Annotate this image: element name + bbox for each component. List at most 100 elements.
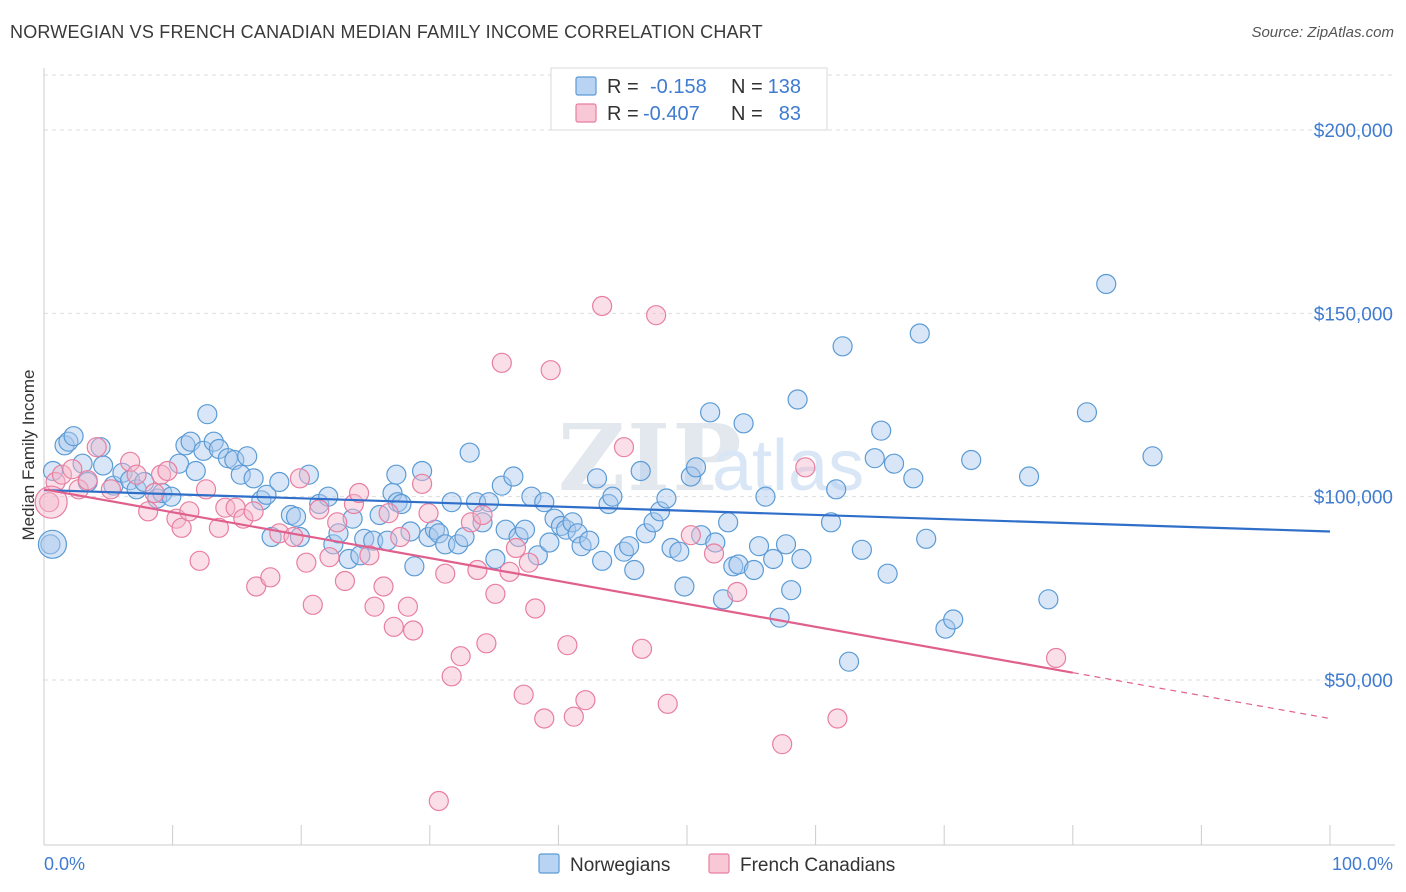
data-point <box>755 486 776 507</box>
data-point <box>680 525 701 546</box>
tick-labels: $50,000 $100,000 $150,000 $200,000 0.0% 100.0… <box>44 121 1393 874</box>
data-point <box>657 693 678 714</box>
data-point <box>386 464 407 485</box>
data-point <box>656 488 677 509</box>
data-point <box>1045 647 1067 669</box>
data-point <box>619 536 640 557</box>
y-tick-label: $50,000 <box>1324 671 1393 692</box>
data-point <box>909 323 930 344</box>
series-legend: Norwegians French Canadians <box>538 853 895 876</box>
data-point <box>157 460 178 482</box>
data-point <box>411 473 433 494</box>
data-point <box>705 532 726 553</box>
data-point <box>1096 273 1117 295</box>
data-point <box>243 468 264 489</box>
y-tick-label: $200,000 <box>1314 121 1393 142</box>
data-point <box>883 453 905 474</box>
x-tick-label-start: 0.0% <box>44 854 85 874</box>
data-point <box>787 389 808 410</box>
data-point <box>630 460 651 482</box>
legend-n-label: N = <box>731 76 763 98</box>
data-point <box>256 484 277 505</box>
data-point <box>100 479 121 500</box>
data-point <box>674 576 695 597</box>
data-point <box>348 482 370 504</box>
legend-swatch-french-canadians <box>575 103 597 123</box>
stats-legend: R = -0.158 N = 138 R = -0.407 N = 83 <box>550 67 828 131</box>
data-point <box>373 576 394 597</box>
data-point <box>435 563 456 584</box>
data-point <box>428 523 449 544</box>
data-point <box>827 708 848 729</box>
data-point <box>562 512 583 533</box>
data-point <box>903 468 924 489</box>
data-point <box>478 492 500 513</box>
data-point <box>237 446 258 467</box>
bottom-legend-label-french-canadians: French Canadians <box>740 855 895 876</box>
data-point <box>120 451 141 472</box>
source-label: Source: ZipAtlas.com <box>1251 24 1394 41</box>
data-point <box>62 459 83 480</box>
legend-r-label: R = <box>607 76 639 98</box>
data-point <box>72 453 93 474</box>
data-point <box>138 501 159 522</box>
data-point <box>613 437 635 458</box>
bottom-legend-swatch-norwegians <box>538 853 560 874</box>
data-point <box>592 295 613 317</box>
data-point <box>269 471 290 493</box>
data-point <box>851 539 872 560</box>
data-point <box>189 550 210 571</box>
legend-r-label: R = <box>607 103 639 125</box>
legend-r-value: -0.158 <box>650 76 707 98</box>
data-point <box>838 651 860 672</box>
data-point <box>460 512 482 533</box>
data-point <box>289 468 311 489</box>
data-point <box>575 690 596 711</box>
data-point <box>1038 589 1059 610</box>
data-point <box>540 360 561 381</box>
data-point <box>864 448 885 469</box>
bottom-legend-swatch-french-canadians <box>708 853 730 874</box>
data-point <box>150 464 172 485</box>
data-point <box>441 666 462 687</box>
data-point <box>763 548 784 570</box>
legend-n-value: 83 <box>779 103 801 125</box>
data-point <box>624 559 645 581</box>
data-point <box>93 455 114 476</box>
data-point <box>86 437 107 458</box>
data-point <box>296 552 317 573</box>
data-point <box>703 543 725 564</box>
data-point <box>820 512 842 533</box>
legend-n-label: N = <box>731 103 763 125</box>
data-point <box>586 468 608 489</box>
data-point <box>563 706 584 727</box>
data-point <box>534 708 555 729</box>
data-point <box>743 559 764 581</box>
chart-title: NORWEGIAN VS FRENCH CANADIAN MEDIAN FAMI… <box>10 22 763 42</box>
data-point <box>134 471 155 493</box>
data-point <box>733 413 754 434</box>
data-point <box>513 684 534 705</box>
data-point <box>161 486 182 507</box>
data-point <box>472 504 493 526</box>
data-point <box>428 790 449 812</box>
data-point <box>485 548 506 570</box>
x-tick-label-end: 100.0% <box>1332 854 1393 874</box>
data-point <box>491 352 512 373</box>
trend-line-french-canadians <box>43 488 1073 674</box>
data-point <box>77 470 98 491</box>
data-point <box>39 492 60 513</box>
data-point <box>1076 402 1098 423</box>
data-point <box>916 528 937 549</box>
legend-n-value: 138 <box>768 76 801 98</box>
data-point <box>557 635 578 656</box>
data-point <box>539 532 560 553</box>
data-point <box>476 633 497 654</box>
data-point <box>400 521 421 542</box>
data-point <box>775 534 797 555</box>
data-point-large <box>34 485 68 519</box>
data-point <box>319 547 340 568</box>
legend-r-value: -0.407 <box>643 103 700 125</box>
data-point <box>718 512 739 533</box>
data-point <box>727 581 748 603</box>
